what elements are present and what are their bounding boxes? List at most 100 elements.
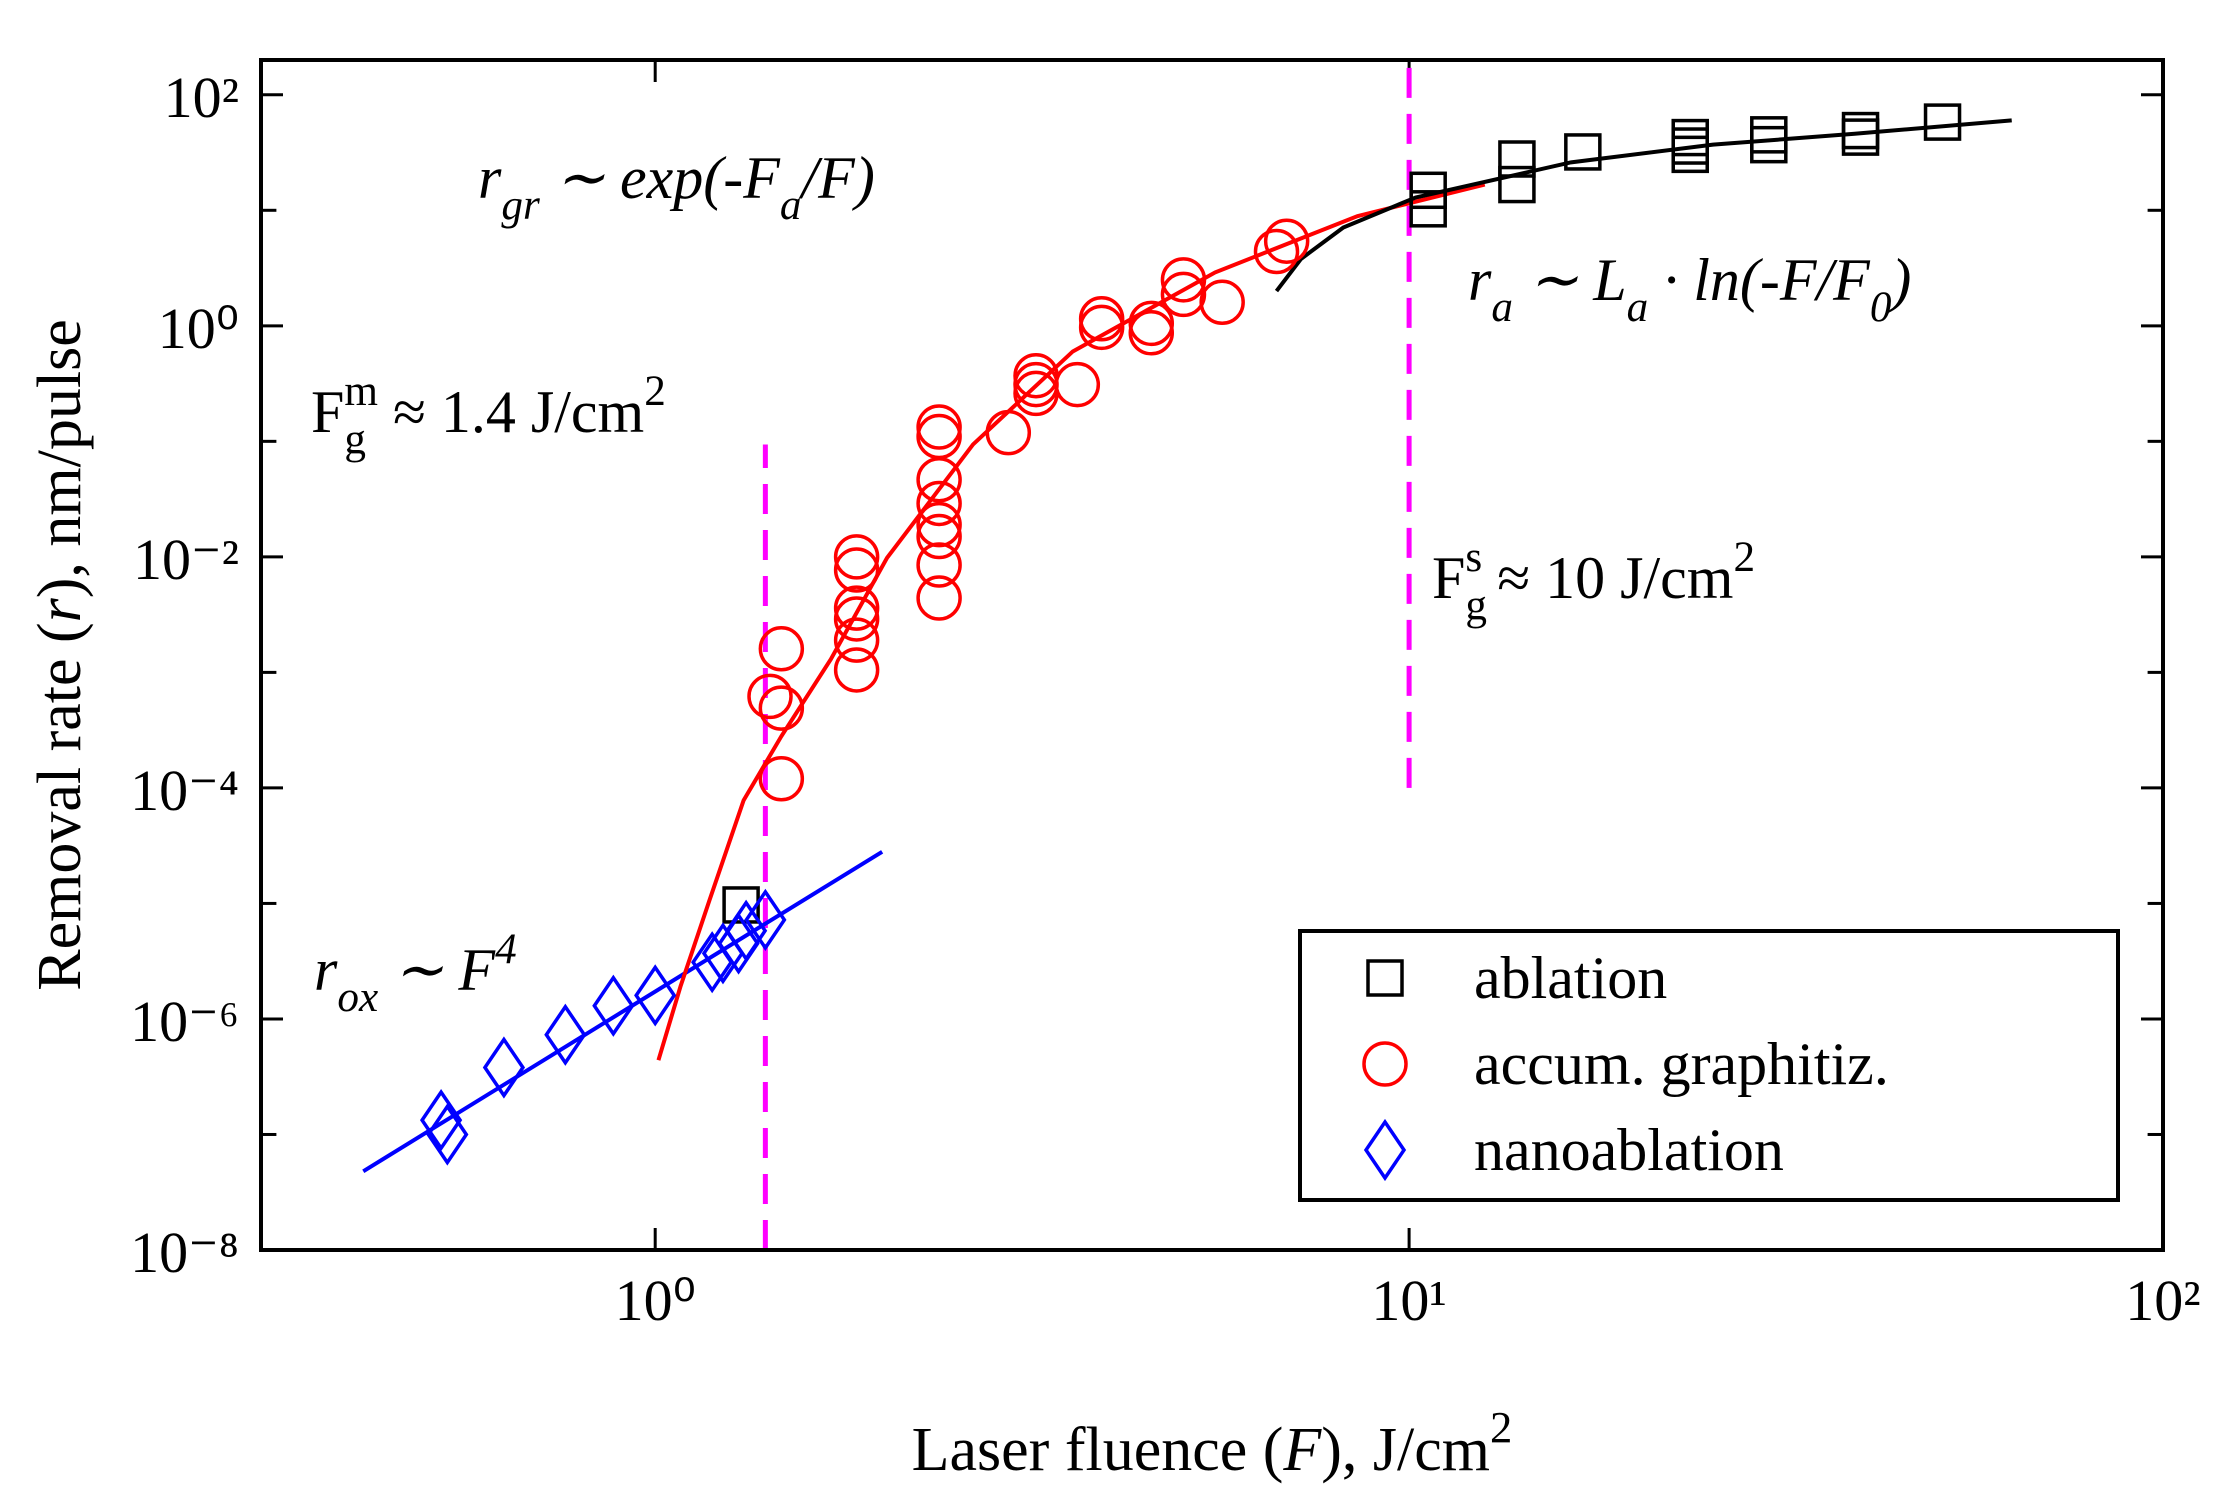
rich-text: Fgs ≈ 10 J/cm2: [1432, 534, 1755, 629]
fit-line: [656, 182, 1486, 1061]
text-part: r: [1468, 247, 1492, 313]
y-tick-label: 10⁻⁴: [130, 758, 239, 823]
point: [724, 899, 768, 962]
rich-text: Fgm ≈ 1.4 J/cm2: [311, 368, 666, 463]
text-part: ), nm/pulse: [26, 319, 94, 598]
rich-text: rox ∼ F4: [314, 926, 517, 1021]
point: [1199, 279, 1245, 325]
text-part: F: [311, 379, 344, 445]
text-part: g: [344, 416, 366, 463]
point: [544, 1003, 587, 1066]
point: [747, 673, 793, 720]
text-part: m: [344, 368, 378, 415]
point: [1498, 165, 1536, 204]
point: [1671, 135, 1709, 174]
point: [1363, 1118, 1407, 1182]
text-part: 4: [495, 926, 517, 973]
text-part: 2: [1733, 534, 1755, 581]
rich-text: Laser fluence (F), J/cm2: [912, 1402, 1513, 1484]
point: [1362, 1041, 1408, 1087]
point: [419, 1089, 463, 1152]
point: [1054, 361, 1101, 408]
x-tick-label: 10⁰: [615, 1268, 696, 1333]
legend-label: ablation: [1474, 945, 1667, 1011]
y-tick-label: 10⁻²: [133, 527, 239, 592]
x-tick-label: 10¹: [1371, 1268, 1446, 1333]
point: [916, 575, 962, 621]
text-part: ∼ F: [378, 937, 496, 1003]
text-part: ∼ exp(-F: [540, 145, 781, 211]
fit-line: [1274, 118, 2012, 293]
text-part: ∼ L: [1513, 247, 1627, 313]
y-tick-label: 10⁻⁸: [130, 1220, 239, 1285]
point: [1498, 140, 1536, 178]
point: [1564, 133, 1602, 171]
plot-frame: [259, 58, 2165, 1252]
text-part: F: [1282, 1416, 1322, 1484]
point: [916, 457, 962, 503]
y-tick-label: 10⁰: [158, 296, 239, 361]
text-part: · ln(-F/F: [1648, 247, 1871, 313]
y-tick-label: 10⁻⁶: [130, 989, 239, 1054]
point: [1078, 304, 1125, 351]
point: [1263, 218, 1310, 264]
text-part: ): [1888, 247, 1911, 313]
text-part: ≈ 1.4 J/cm: [378, 379, 644, 445]
text-part: 2: [644, 368, 666, 415]
x-tick-label: 10²: [2125, 1268, 2200, 1333]
point: [634, 964, 677, 1027]
point: [592, 974, 635, 1037]
text-part: a: [1627, 284, 1649, 331]
point: [1013, 370, 1059, 417]
text-part: F: [1432, 545, 1465, 611]
point: [916, 513, 962, 560]
point: [758, 756, 805, 802]
point: [1750, 125, 1788, 164]
point: [1128, 310, 1175, 356]
point: [833, 647, 880, 693]
rich-text: rgr ∼ exp(-Fa/F): [478, 145, 875, 229]
text-part: r: [314, 937, 338, 1003]
point: [916, 404, 962, 450]
text-part: r: [478, 145, 502, 211]
text-part: /F): [799, 145, 875, 211]
text-part: a: [780, 182, 802, 229]
point: [1923, 103, 1962, 141]
fit-line: [362, 850, 884, 1174]
point: [426, 1103, 469, 1166]
point: [758, 685, 805, 731]
point: [744, 888, 787, 952]
legend-label: accum. graphitiz.: [1474, 1031, 1889, 1097]
text-part: s: [1465, 534, 1482, 581]
point: [1750, 116, 1788, 154]
text-part: ox: [337, 974, 378, 1021]
text-part: Laser fluence (: [912, 1416, 1284, 1484]
point: [985, 409, 1032, 456]
point: [1841, 118, 1880, 156]
rich-text: ra ∼ La · ln(-F/F0): [1468, 247, 1911, 331]
point: [717, 912, 760, 975]
point: [1253, 228, 1300, 275]
y-tick-label: 10²: [164, 65, 239, 130]
point: [1366, 959, 1404, 997]
point: [1013, 352, 1059, 399]
text-part: 2: [1490, 1402, 1512, 1452]
text-part: ), J/cm: [1321, 1416, 1490, 1484]
point: [833, 547, 880, 593]
point: [758, 626, 805, 672]
rich-text: Removal rate (r), nm/pulse: [26, 319, 94, 991]
point: [916, 542, 962, 588]
text-part: Removal rate (: [26, 622, 94, 990]
text-part: g: [1465, 582, 1487, 629]
point: [1160, 257, 1207, 303]
text-part: ≈ 10 J/cm: [1482, 545, 1733, 611]
point: [833, 617, 880, 663]
point: [833, 585, 880, 631]
legend-label: nanoablation: [1474, 1117, 1784, 1183]
point: [1409, 190, 1447, 228]
point: [916, 413, 962, 460]
point: [916, 480, 962, 527]
text-part: 0: [1870, 284, 1892, 331]
